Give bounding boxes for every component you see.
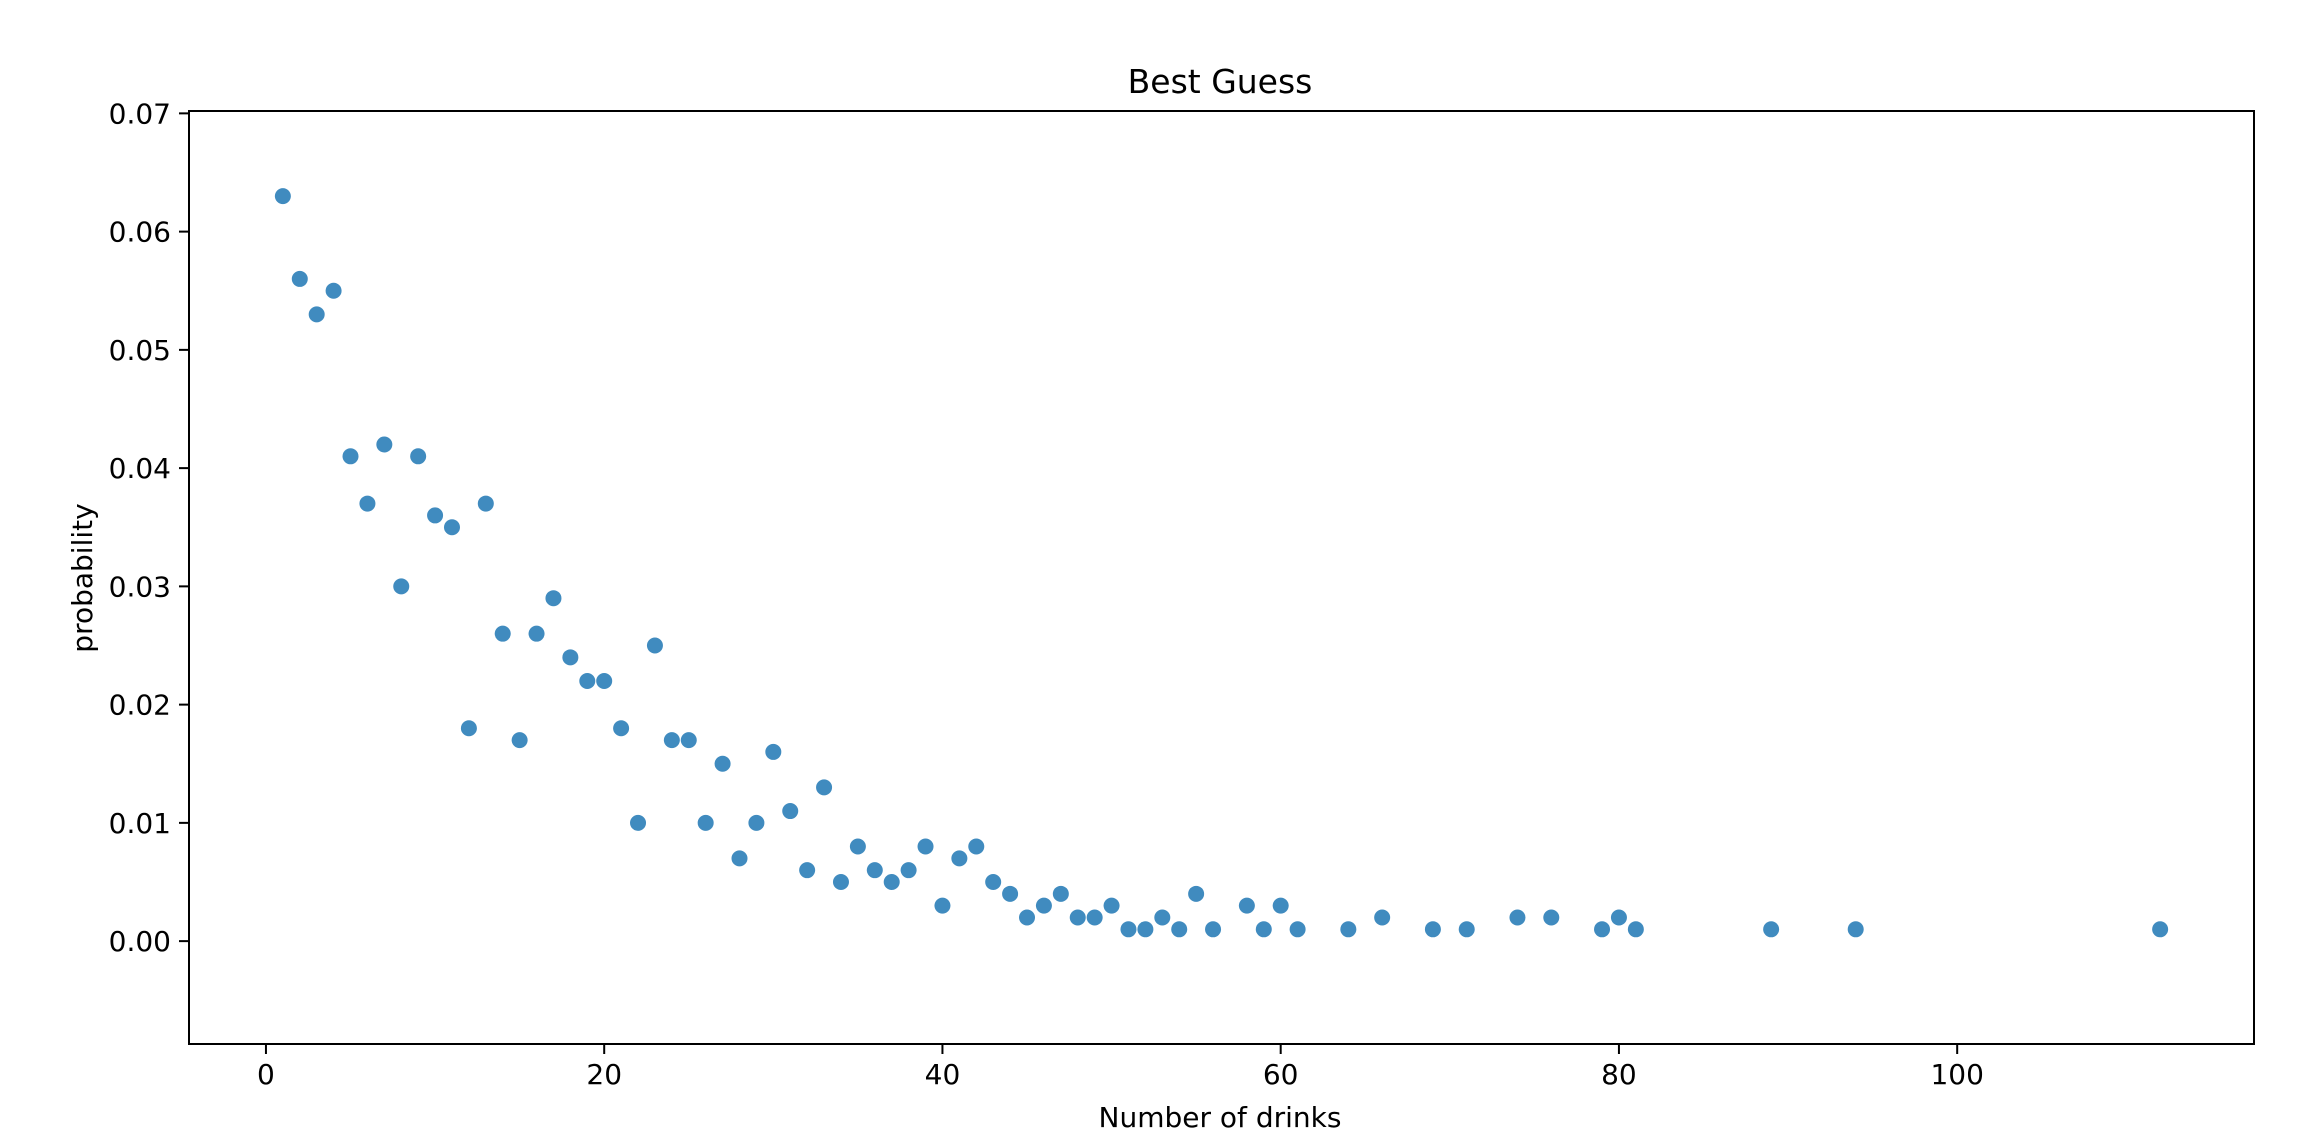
data-point (2152, 921, 2169, 938)
data-point (359, 495, 376, 512)
data-point (985, 874, 1002, 890)
data-point (1137, 921, 1154, 938)
data-point (1847, 921, 1864, 938)
data-point (1035, 897, 1052, 914)
data-point (579, 672, 596, 689)
data-point (325, 282, 342, 299)
data-point (427, 507, 444, 524)
data-point (1289, 921, 1306, 938)
data-point (528, 625, 545, 642)
data-point (274, 188, 291, 205)
data-point (714, 755, 731, 772)
data-point (1069, 909, 1086, 926)
data-point (1188, 885, 1205, 902)
data-point (731, 850, 748, 867)
y-tick-label: 0.01 (109, 807, 171, 840)
data-point (1763, 921, 1780, 938)
data-point (782, 803, 799, 820)
x-axis-label: Number of drinks (1099, 1101, 1342, 1132)
y-tick-label: 0.06 (109, 216, 171, 249)
data-point (832, 874, 849, 890)
data-point (917, 838, 934, 855)
data-point (477, 495, 494, 512)
y-tick-label: 0.02 (109, 689, 171, 722)
data-point (1610, 909, 1627, 926)
y-tick-label: 0.07 (109, 97, 171, 130)
y-tick-label: 0.05 (109, 334, 171, 367)
data-point (410, 448, 427, 465)
data-point (680, 732, 697, 749)
data-point (1171, 921, 1188, 938)
data-point (376, 436, 393, 453)
data-point (799, 862, 816, 879)
data-point (460, 720, 477, 737)
x-tick-label: 0 (257, 1058, 275, 1091)
data-point (1627, 921, 1644, 938)
data-point (697, 814, 714, 831)
data-point (1374, 909, 1391, 926)
data-point (1424, 921, 1441, 938)
x-tick-label: 80 (1601, 1058, 1637, 1091)
data-point (816, 779, 833, 796)
points-layer (274, 188, 2169, 938)
data-point (900, 862, 917, 879)
data-point (1205, 921, 1222, 938)
data-point (1154, 909, 1171, 926)
data-point (545, 590, 562, 607)
data-point (494, 625, 511, 642)
data-point (1272, 897, 1289, 914)
data-point (1543, 909, 1560, 926)
data-point (1340, 921, 1357, 938)
data-point (613, 720, 630, 737)
y-axis-label: probability (66, 503, 99, 652)
x-tick-label: 100 (1930, 1058, 1983, 1091)
data-point (849, 838, 866, 855)
data-point (748, 814, 765, 831)
data-point (596, 672, 613, 689)
x-tick-label: 40 (925, 1058, 961, 1091)
data-point (1458, 921, 1475, 938)
data-point (1103, 897, 1120, 914)
y-tick-label: 0.04 (109, 452, 171, 485)
data-point (1238, 897, 1255, 914)
data-point (630, 814, 647, 831)
plot-frame (188, 110, 2255, 1045)
data-point (1052, 885, 1069, 902)
data-point (1594, 921, 1611, 938)
data-point (393, 578, 410, 595)
x-tick-label: 60 (1263, 1058, 1299, 1091)
y-tick-label: 0.03 (109, 570, 171, 603)
data-point (968, 838, 985, 855)
data-point (866, 862, 883, 879)
chart-title: Best Guess (1128, 62, 1313, 101)
y-axis-ticks: 0.00 0.01 0.02 0.03 0.04 0.05 0.06 0.07 (109, 97, 189, 958)
data-point (883, 874, 900, 890)
data-point (443, 519, 460, 536)
data-point (934, 897, 951, 914)
data-point (1002, 885, 1019, 902)
data-point (562, 649, 579, 666)
data-point (646, 637, 663, 654)
data-point (1255, 921, 1272, 938)
y-tick-label: 0.00 (109, 925, 171, 958)
data-point (663, 732, 680, 749)
data-point (308, 306, 325, 323)
data-point (1509, 909, 1526, 926)
data-point (1086, 909, 1103, 926)
data-point (1120, 921, 1137, 938)
data-point (1019, 909, 1036, 926)
data-point (291, 270, 308, 287)
data-point (342, 448, 359, 465)
data-point (951, 850, 968, 867)
data-point (765, 743, 782, 760)
x-axis-ticks: 0 20 40 60 80 100 (257, 1044, 1984, 1091)
data-point (511, 732, 528, 749)
x-tick-label: 20 (586, 1058, 622, 1091)
